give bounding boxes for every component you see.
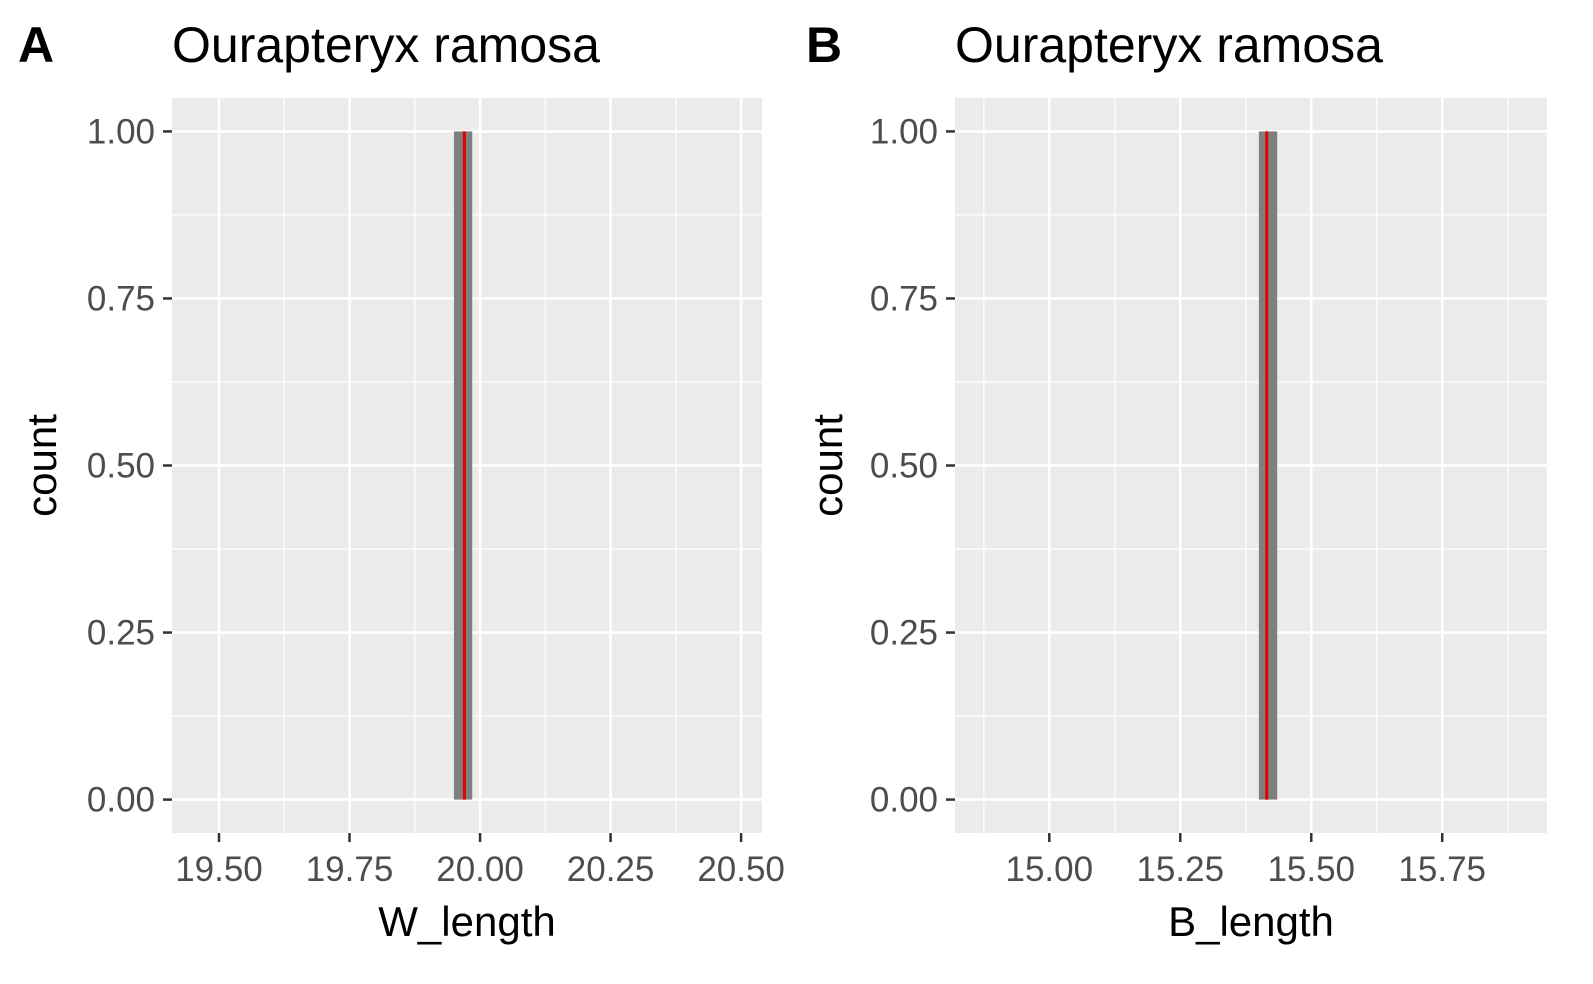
y-tick-label: 0.00 xyxy=(870,781,938,820)
x-tick-label: 19.75 xyxy=(306,850,394,889)
x-tick-label: 19.50 xyxy=(175,850,263,889)
x-tick-label: 15.25 xyxy=(1136,850,1224,889)
y-tick-label: 0.25 xyxy=(87,614,155,653)
x-tick-label: 15.50 xyxy=(1267,850,1355,889)
panel-a: 19.50 19.75 20.00 20.25 20.50 0.00 0.25 0.50 0.7… xyxy=(18,17,785,945)
chart-title: Ourapteryx ramosa xyxy=(955,17,1383,73)
x-tick-label: 20.00 xyxy=(436,850,524,889)
x-axis-title: W_length xyxy=(378,898,555,945)
x-tick-label: 15.75 xyxy=(1398,850,1486,889)
x-tick-label: 20.25 xyxy=(567,850,655,889)
x-tick-label: 15.00 xyxy=(1006,850,1094,889)
y-tick-label: 0.75 xyxy=(87,279,155,318)
y-tick-label: 0.75 xyxy=(870,279,938,318)
y-tick-label: 1.00 xyxy=(87,112,155,151)
y-axis-title: count xyxy=(804,414,851,517)
y-tick-label: 0.50 xyxy=(870,447,938,486)
x-tick-label: 20.50 xyxy=(697,850,785,889)
panel-b: 15.00 15.25 15.50 15.75 0.00 0.25 0.50 0.75 1.00… xyxy=(804,17,1547,945)
y-axis-title: count xyxy=(18,414,65,517)
x-axis-title: B_length xyxy=(1168,898,1334,945)
panel-letter: A xyxy=(18,17,54,73)
y-tick-label: 0.50 xyxy=(87,447,155,486)
y-tick-label: 0.25 xyxy=(870,614,938,653)
chart-title: Ourapteryx ramosa xyxy=(172,17,600,73)
y-tick-label: 0.00 xyxy=(87,781,155,820)
panel-letter: B xyxy=(806,17,842,73)
y-tick-label: 1.00 xyxy=(870,112,938,151)
